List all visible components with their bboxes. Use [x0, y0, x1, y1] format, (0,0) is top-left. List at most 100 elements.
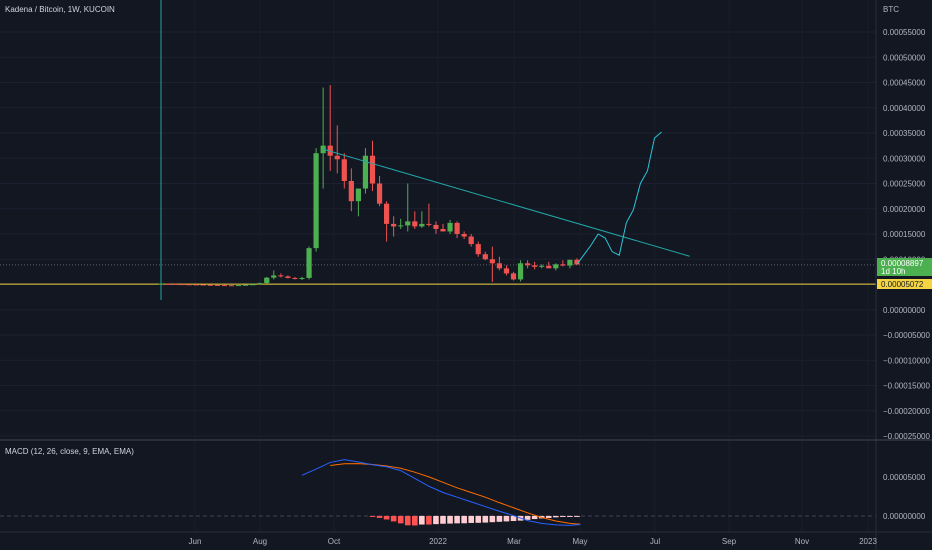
candle-body — [489, 259, 495, 264]
macd-histogram-bar — [503, 515, 510, 522]
time-tick-label: 2022 — [429, 537, 447, 546]
candle[interactable] — [214, 284, 220, 286]
price-tick-label: −0.00020000 — [883, 407, 930, 416]
candle[interactable] — [362, 148, 369, 194]
candle-body — [384, 203, 390, 224]
candle[interactable] — [376, 175, 383, 207]
candle-body — [355, 188, 361, 202]
candle[interactable] — [412, 211, 418, 229]
candle[interactable] — [186, 283, 192, 286]
candle[interactable] — [384, 201, 390, 242]
candle[interactable] — [341, 153, 347, 189]
candle[interactable] — [510, 271, 517, 281]
time-tick-label: Jun — [189, 537, 202, 546]
candle[interactable] — [482, 251, 488, 261]
price-tick-label: 0.00045000 — [883, 79, 926, 88]
candle[interactable] — [334, 125, 340, 174]
projection-path[interactable] — [576, 131, 662, 265]
macd-histogram-bar — [574, 515, 580, 517]
level-price-label: 0.00005072 — [881, 280, 924, 289]
candle[interactable] — [179, 283, 185, 286]
candle[interactable] — [525, 260, 531, 269]
candle[interactable] — [454, 221, 460, 239]
candle-body — [334, 155, 340, 160]
candle[interactable] — [468, 234, 474, 247]
candle[interactable] — [193, 283, 199, 286]
candle[interactable] — [285, 275, 291, 279]
candle[interactable] — [567, 259, 573, 269]
candle-body — [539, 265, 545, 267]
candle[interactable] — [398, 218, 404, 229]
candle[interactable] — [391, 216, 397, 237]
candle[interactable] — [539, 264, 545, 269]
candle[interactable] — [553, 263, 559, 271]
candle[interactable] — [489, 246, 495, 282]
macd-axis[interactable]: 0.00005000 0.00000000 — [883, 473, 926, 521]
candle[interactable] — [257, 282, 263, 285]
candle[interactable] — [271, 270, 277, 280]
macd-histogram-bar — [475, 515, 482, 523]
candle[interactable] — [327, 85, 333, 171]
candle[interactable] — [517, 260, 524, 282]
candle[interactable] — [426, 203, 432, 227]
drawing-lines-layer[interactable] — [323, 131, 690, 265]
candle[interactable] — [503, 265, 510, 276]
candle[interactable] — [228, 285, 235, 287]
candle-body — [553, 264, 559, 269]
candle-body — [214, 284, 220, 286]
candle-body — [532, 265, 538, 267]
time-axis[interactable]: Jun Aug Oct 2022 Mar May Jul Sep Nov 2023 — [189, 537, 878, 546]
time-tick-label: Jul — [650, 537, 660, 546]
macd-histogram-bar — [531, 515, 538, 520]
candle[interactable] — [532, 261, 538, 270]
macd-title: MACD (12, 26, close, 9, EMA, EMA) — [5, 447, 134, 456]
candle[interactable] — [243, 284, 249, 286]
candle-body — [179, 284, 185, 286]
level-price-badge: 0.00005072 — [877, 279, 932, 289]
candle[interactable] — [461, 231, 467, 240]
candle[interactable] — [574, 258, 580, 265]
candles-layer[interactable] — [158, 85, 580, 287]
candle-body — [482, 254, 488, 260]
candle[interactable] — [165, 283, 171, 286]
candle[interactable] — [235, 285, 242, 287]
candle[interactable] — [306, 246, 312, 280]
candle[interactable] — [405, 183, 411, 232]
candle-body — [426, 223, 432, 225]
candle[interactable] — [172, 283, 178, 286]
candle[interactable] — [496, 256, 502, 271]
candle-body — [264, 277, 270, 284]
candle[interactable] — [419, 211, 425, 228]
candle[interactable] — [207, 284, 213, 286]
macd-line[interactable] — [301, 459, 581, 526]
horizontal-level-layer[interactable] — [0, 0, 876, 300]
candle-body — [221, 285, 228, 287]
price-tick-label: −0.00025000 — [883, 432, 930, 441]
candle[interactable] — [158, 282, 164, 285]
candle[interactable] — [200, 284, 206, 286]
candle[interactable] — [348, 168, 354, 212]
candle[interactable] — [433, 221, 439, 234]
macd-histogram-bar — [447, 515, 453, 524]
countdown-label: 1d 10h — [881, 267, 905, 276]
candle[interactable] — [447, 219, 453, 234]
candle[interactable] — [299, 276, 305, 280]
candle[interactable] — [313, 148, 319, 252]
candle[interactable] — [440, 223, 446, 232]
candle[interactable] — [475, 241, 481, 257]
candle[interactable] — [264, 276, 270, 284]
candle-body — [496, 263, 502, 269]
candle[interactable] — [278, 273, 284, 278]
trendline[interactable] — [323, 148, 690, 257]
candle[interactable] — [355, 188, 361, 217]
candle[interactable] — [221, 284, 228, 287]
candle[interactable] — [560, 260, 566, 267]
macd-layer[interactable] — [0, 459, 876, 526]
price-tick-label: −0.00015000 — [883, 382, 930, 391]
candle[interactable] — [546, 261, 552, 269]
candle[interactable] — [369, 140, 376, 192]
candle[interactable] — [250, 283, 256, 286]
candle-body — [228, 285, 235, 287]
candle[interactable] — [292, 276, 298, 280]
